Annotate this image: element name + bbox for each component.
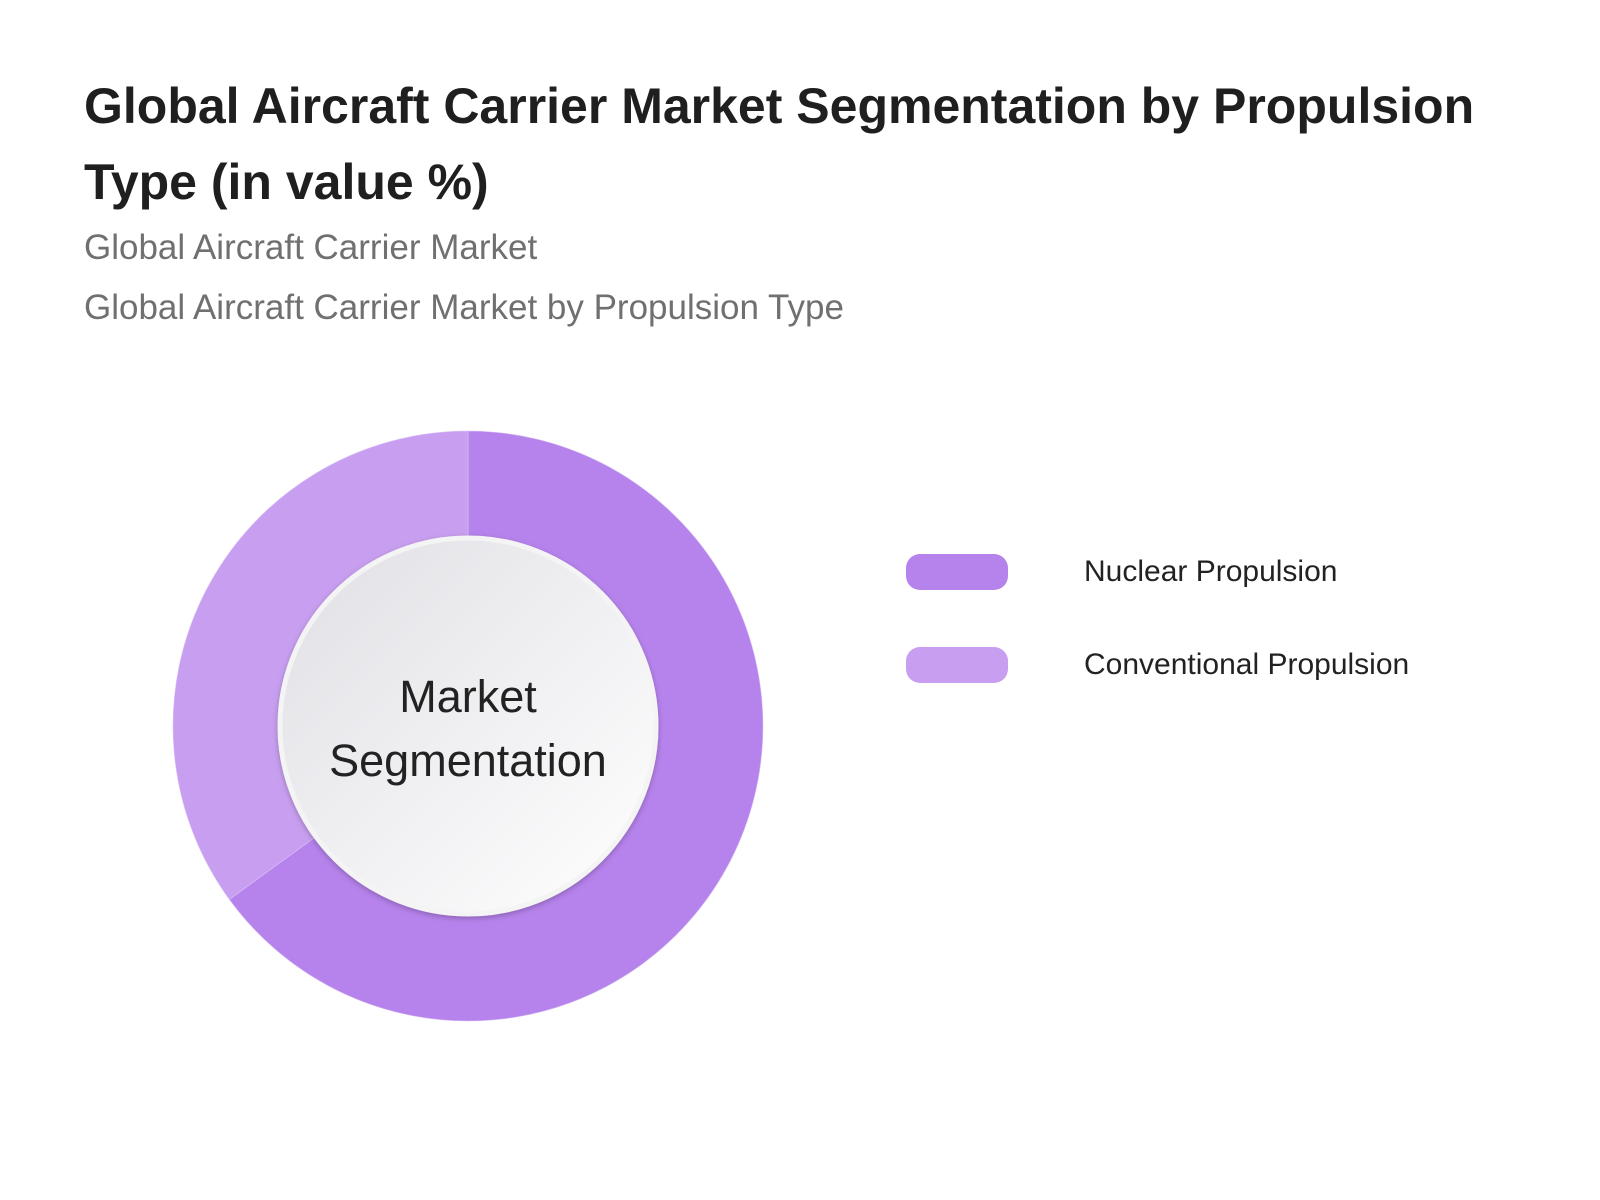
chart-title: Global Aircraft Carrier Market Segmentat… — [84, 78, 1475, 210]
legend-label: Conventional Propulsion — [1084, 648, 1410, 681]
subtitle-market: Global Aircraft Carrier Market — [84, 228, 538, 267]
legend-item-nuclear: Nuclear Propulsion — [906, 554, 1337, 590]
legend-item-conventional: Conventional Propulsion — [906, 647, 1409, 683]
legend-swatch-nuclear — [906, 554, 1008, 590]
legend-label: Nuclear Propulsion — [1084, 555, 1338, 588]
donut-center-disc — [277, 535, 659, 917]
subtitle-segment: Global Aircraft Carrier Market by Propul… — [84, 288, 844, 327]
center-label: Market Segmentation — [329, 671, 607, 786]
legend-swatch-conventional — [906, 647, 1008, 683]
